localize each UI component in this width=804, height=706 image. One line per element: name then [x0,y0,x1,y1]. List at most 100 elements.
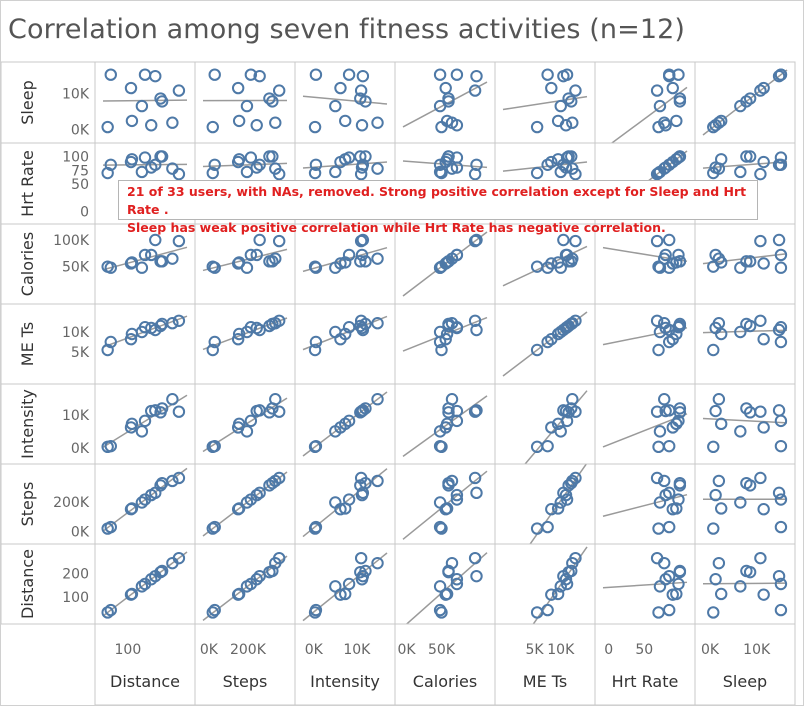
x-tick-label: 10K [343,642,371,658]
cell-calories-vs-me-ts [502,233,588,287]
data-point [734,165,747,179]
data-point [354,314,368,327]
cell-distance-vs-hrt-rate [602,551,688,619]
data-point [269,252,282,265]
data-point [244,248,258,262]
data-point [359,95,372,108]
data-point [308,120,322,134]
data-point [250,119,263,132]
cell-intensity-vs-me-ts [524,390,588,464]
data-point [342,493,356,506]
data-point [138,248,152,262]
data-point [135,99,149,113]
cell-hrt-rate-vs-distance [101,150,188,181]
data-point [155,564,169,578]
data-point [266,150,279,163]
column-label-intensity: Intensity [310,672,380,691]
data-point [450,577,464,591]
data-point [371,556,384,570]
data-point [266,95,279,108]
data-point [663,486,676,500]
data-point [440,587,454,601]
data-point [272,471,286,485]
data-point [468,405,482,418]
data-point [125,502,139,515]
data-point [359,150,372,163]
data-point [371,317,384,330]
x-tick-label: 10K [547,642,575,658]
data-point [266,564,279,578]
data-point [709,404,722,418]
data-point [253,69,266,83]
cell-steps-vs-hrt-rate [602,471,688,535]
data-point [757,257,770,270]
data-point [652,343,665,357]
data-point [354,234,368,248]
data-point [450,493,464,506]
data-point [673,150,687,163]
cell-hrt-rate-vs-calories [402,150,488,181]
data-point [557,233,570,247]
data-point [354,405,368,418]
data-point [557,69,570,83]
data-point [371,474,384,488]
data-point [240,165,254,179]
data-point [650,314,664,327]
data-point [354,150,367,163]
data-point [658,317,671,330]
data-point [435,522,448,535]
data-point [541,439,554,453]
data-point [715,587,728,601]
cell-calories-vs-steps [202,233,288,274]
data-point [371,162,384,175]
data-point [772,486,786,500]
data-point [566,252,579,265]
data-point [125,114,139,128]
data-point [754,471,767,485]
data-point [541,68,554,81]
data-point [272,234,286,248]
cell-intensity-vs-steps [202,393,288,454]
data-point [269,116,282,129]
y-tick-label: 0K [71,525,90,541]
data-point [232,587,246,601]
cell-border [494,383,596,465]
data-point [206,120,219,134]
data-point [740,476,753,490]
data-point [754,405,767,418]
data-point [468,234,482,248]
cell-calories-vs-hrt-rate [602,233,688,274]
row-label-calories: Calories [18,232,37,296]
data-point [309,439,323,453]
data-point [470,486,483,500]
trend-line [532,546,588,624]
data-point [565,150,578,163]
data-point [145,119,158,132]
trend-line [102,99,188,102]
data-point [672,493,685,506]
data-point [308,166,322,180]
data-point [355,119,369,132]
data-point [541,520,554,534]
y-tick-label: 50 [71,177,89,193]
data-point [329,580,342,593]
data-point [740,564,753,578]
data-point [712,252,726,265]
cell-me-ts-vs-distance [101,314,188,357]
data-point [309,158,323,171]
y-tick-label: 5K [71,345,90,361]
data-point [468,167,482,181]
data-point [354,167,368,181]
data-point [653,425,667,438]
data-point [208,520,221,534]
cell-hrt-rate-vs-sleep [702,150,788,181]
data-point [433,439,447,453]
data-point [541,603,554,617]
data-point [772,569,786,583]
data-point [104,68,117,81]
cell-sleep-vs-intensity [302,68,388,134]
data-point [155,402,169,415]
trend-line [102,163,188,166]
annotation-line-1: 21 of 33 users, with NAs, removed. Stron… [127,184,747,217]
data-point [774,414,788,428]
